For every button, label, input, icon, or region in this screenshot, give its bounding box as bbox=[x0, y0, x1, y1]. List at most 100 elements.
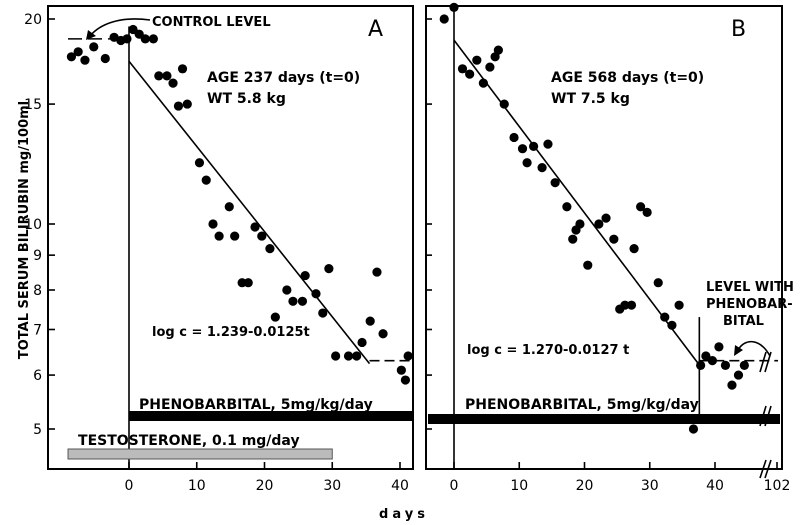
b-point-1 bbox=[449, 2, 459, 13]
b-point-39 bbox=[714, 342, 724, 352]
panel-b-letter: B bbox=[731, 17, 746, 42]
a-point-13 bbox=[162, 71, 172, 81]
b-point-43 bbox=[739, 360, 749, 370]
a-point-45 bbox=[400, 375, 411, 385]
b-point-35 bbox=[688, 424, 699, 434]
b-point-21 bbox=[583, 260, 593, 270]
b-point-32 bbox=[660, 312, 670, 322]
a-point-42 bbox=[372, 267, 382, 277]
a-point-10 bbox=[140, 34, 150, 44]
a-x-tick-label-10: 10 bbox=[188, 478, 206, 494]
a-point-25 bbox=[243, 278, 253, 288]
b-point-30 bbox=[642, 207, 652, 218]
level-with-arrow bbox=[737, 340, 771, 357]
a-point-30 bbox=[282, 285, 292, 295]
a-point-33 bbox=[300, 270, 310, 281]
a-testosterone-bar-label: TESTOSTERONE, 0.1 mg/day bbox=[78, 433, 300, 449]
b-point-5 bbox=[478, 78, 488, 88]
a-point-15 bbox=[173, 101, 184, 111]
b-point-14 bbox=[537, 163, 547, 173]
a-fit-line bbox=[128, 60, 371, 365]
a-phenobarbital-bar bbox=[129, 411, 414, 421]
a-point-2 bbox=[80, 55, 90, 65]
a-point-34 bbox=[311, 289, 321, 299]
a-point-4 bbox=[100, 53, 110, 64]
b-point-4 bbox=[472, 55, 482, 65]
x-axis-label: days bbox=[379, 507, 429, 522]
a-point-35 bbox=[318, 308, 328, 318]
a-point-38 bbox=[343, 351, 354, 361]
a-point-32 bbox=[297, 296, 308, 306]
b-point-37 bbox=[701, 351, 711, 361]
b-x-tick-label-10: 10 bbox=[510, 478, 528, 494]
axis-break-marks bbox=[759, 351, 772, 479]
y-tick-label-6: 6 bbox=[33, 368, 42, 384]
y-tick-label-5: 5 bbox=[33, 422, 42, 438]
a-x-tick-label-20: 20 bbox=[256, 478, 274, 494]
a-point-17 bbox=[182, 99, 192, 109]
b-point-42 bbox=[733, 370, 744, 380]
panel-b-equation: log c = 1.270-0.0127 t bbox=[467, 343, 629, 358]
a-point-39 bbox=[352, 351, 362, 361]
panel-a-frame bbox=[47, 5, 414, 470]
a-point-40 bbox=[357, 337, 367, 348]
a-x-tick-label-40: 40 bbox=[391, 478, 409, 494]
b-point-9 bbox=[499, 99, 509, 109]
a-point-12 bbox=[154, 71, 164, 81]
b-phenobarbital-bar bbox=[428, 414, 780, 424]
b-x-tick-label-30: 30 bbox=[641, 478, 659, 494]
b-point-22 bbox=[594, 219, 604, 229]
a-point-43 bbox=[378, 329, 388, 339]
b-point-36 bbox=[696, 360, 706, 370]
b-point-11 bbox=[517, 144, 528, 154]
b-point-6 bbox=[485, 62, 495, 72]
control-level-arrow bbox=[89, 18, 151, 37]
a-point-1 bbox=[73, 47, 83, 57]
control-level-arrowhead bbox=[86, 30, 96, 40]
b-point-28 bbox=[629, 244, 639, 254]
b-point-0 bbox=[439, 14, 449, 24]
a-point-28 bbox=[265, 244, 275, 254]
a-x-tick-label-0: 0 bbox=[125, 478, 134, 494]
b-point-2 bbox=[457, 64, 468, 74]
y-tick-label-15: 15 bbox=[24, 97, 42, 113]
a-point-36 bbox=[324, 264, 334, 274]
a-point-22 bbox=[224, 202, 234, 212]
b-point-41 bbox=[727, 380, 737, 390]
panel-a-age: AGE 237 days (t=0) bbox=[207, 70, 360, 86]
a-point-20 bbox=[208, 219, 218, 229]
level-with-arrowhead bbox=[734, 345, 743, 356]
b-point-34 bbox=[674, 300, 684, 310]
a-point-23 bbox=[230, 231, 240, 241]
b-x-tick-label-0: 0 bbox=[450, 478, 459, 494]
panel-a-weight: WT 5.8 kg bbox=[207, 91, 286, 107]
b-point-16 bbox=[550, 178, 560, 188]
b-x-tick-label-20: 20 bbox=[576, 478, 594, 494]
a-point-31 bbox=[288, 296, 298, 306]
a-point-3 bbox=[89, 42, 99, 52]
b-point-13 bbox=[529, 141, 539, 152]
panel-a-equation: log c = 1.239-0.0125t bbox=[152, 325, 310, 340]
panel-b-age: AGE 568 days (t=0) bbox=[551, 70, 704, 86]
b-point-24 bbox=[609, 234, 619, 244]
b-point-12 bbox=[522, 158, 532, 168]
y-tick-label-10: 10 bbox=[24, 217, 42, 233]
a-point-21 bbox=[214, 231, 224, 241]
y-tick-label-7: 7 bbox=[33, 322, 42, 338]
panel-b-weight: WT 7.5 kg bbox=[551, 91, 630, 107]
b-point-29 bbox=[636, 202, 646, 212]
b-point-3 bbox=[465, 69, 475, 79]
b-point-40 bbox=[720, 360, 731, 370]
b-point-20 bbox=[575, 219, 585, 229]
panel-a-letter: A bbox=[368, 17, 383, 42]
b-point-10 bbox=[509, 132, 519, 143]
a-point-44 bbox=[396, 365, 406, 375]
a-point-7 bbox=[122, 34, 132, 44]
b-point-15 bbox=[543, 139, 553, 149]
a-point-37 bbox=[331, 351, 341, 361]
a-phenobarbital-bar-label: PHENOBARBITAL, 5mg/kg/day bbox=[139, 397, 373, 413]
b-point-18 bbox=[568, 234, 578, 244]
panel-b-frame bbox=[425, 5, 783, 470]
a-x-tick-label-30: 30 bbox=[323, 478, 341, 494]
